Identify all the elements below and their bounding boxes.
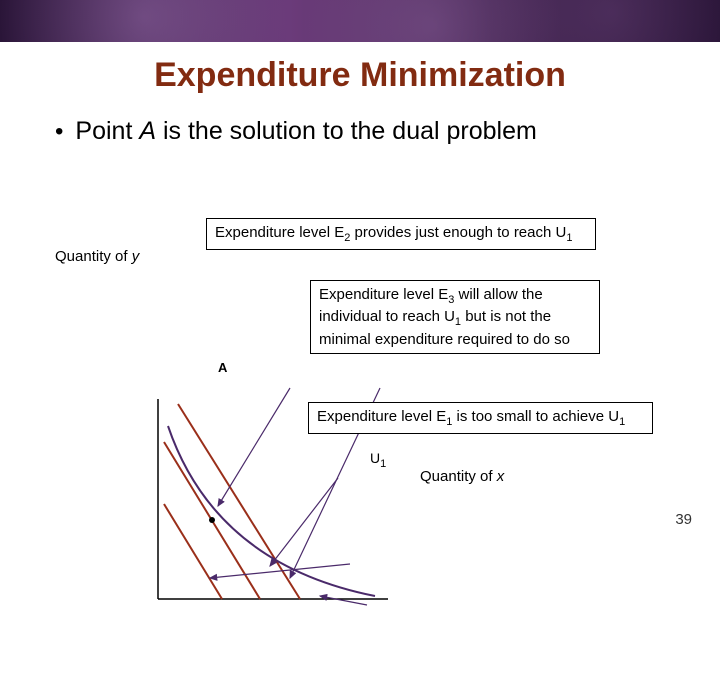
callout-e3: Expenditure level E3 will allow the indi…	[310, 280, 600, 354]
point-a-label: A	[218, 360, 227, 375]
y-axis-label: Quantity of y	[55, 248, 139, 265]
callout-e3-pre: Expenditure level E	[319, 286, 448, 303]
bullet-point: • Point A is the solution to the dual pr…	[55, 117, 720, 146]
callout-e1-pre: Expenditure level E	[317, 408, 446, 425]
callout-e1-mid: is too small to achieve U	[452, 408, 619, 425]
slide-title: Expenditure Minimization	[0, 56, 720, 95]
bullet-italic: A	[139, 117, 156, 145]
x-axis-label: Quantity of x	[420, 468, 504, 485]
callout-e2-mid: provides just enough to reach U	[350, 224, 566, 241]
decorative-banner	[0, 0, 720, 42]
x-axis-prefix: Quantity of	[420, 468, 497, 485]
x-axis-italic: x	[497, 468, 505, 485]
callout-e2: Expenditure level E2 provides just enoug…	[206, 218, 596, 250]
bullet-text: Point A is the solution to the dual prob…	[75, 117, 536, 146]
callout-e1: Expenditure level E 1 is too small to ach…	[308, 402, 653, 434]
bullet-marker: •	[55, 118, 63, 146]
callout-e2-pre: Expenditure level E	[215, 224, 344, 241]
bullet-suffix: is the solution to the dual problem	[156, 117, 537, 145]
page-number: 39	[675, 511, 692, 528]
callout-e1-sub2: 1	[619, 416, 625, 428]
y-axis-italic: y	[132, 248, 140, 265]
callout-e2-sub2: 1	[566, 232, 572, 244]
u1-pre: U	[370, 450, 380, 466]
u1-sub: 1	[380, 458, 386, 470]
bullet-prefix: Point	[75, 117, 139, 145]
u1-label: U1	[370, 450, 386, 470]
y-axis-prefix: Quantity of	[55, 248, 132, 265]
